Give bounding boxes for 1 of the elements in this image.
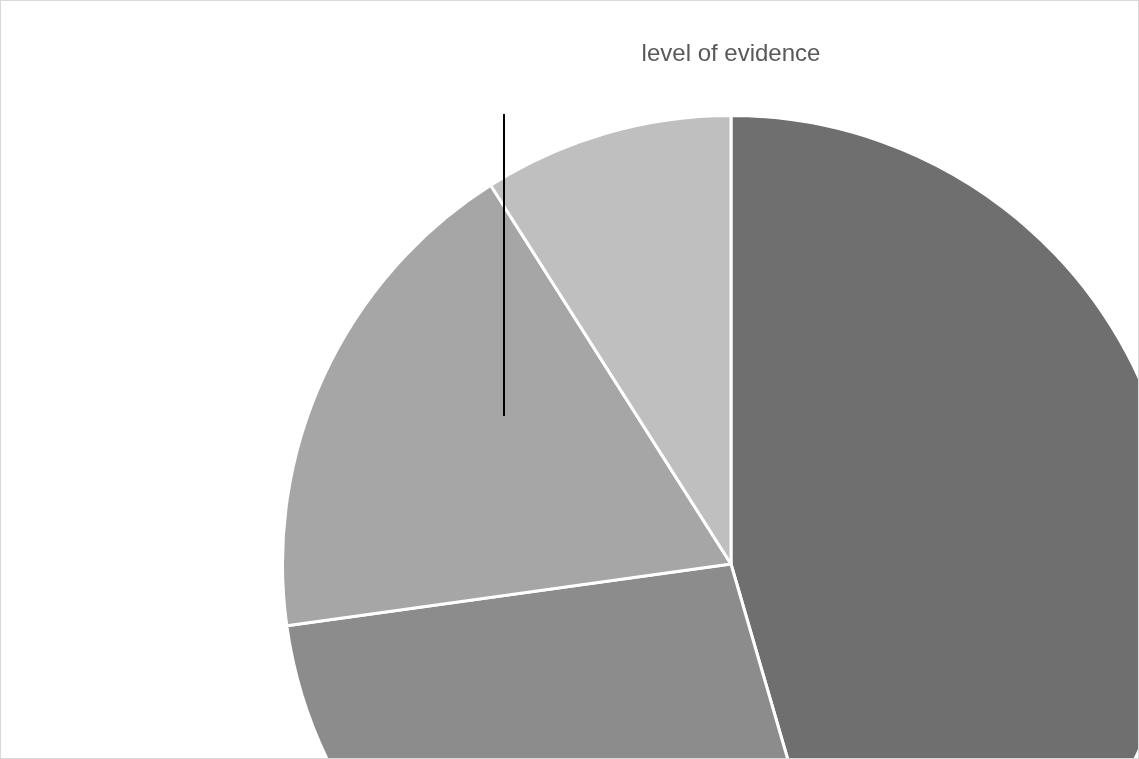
chart-title: level of evidence xyxy=(640,39,822,67)
